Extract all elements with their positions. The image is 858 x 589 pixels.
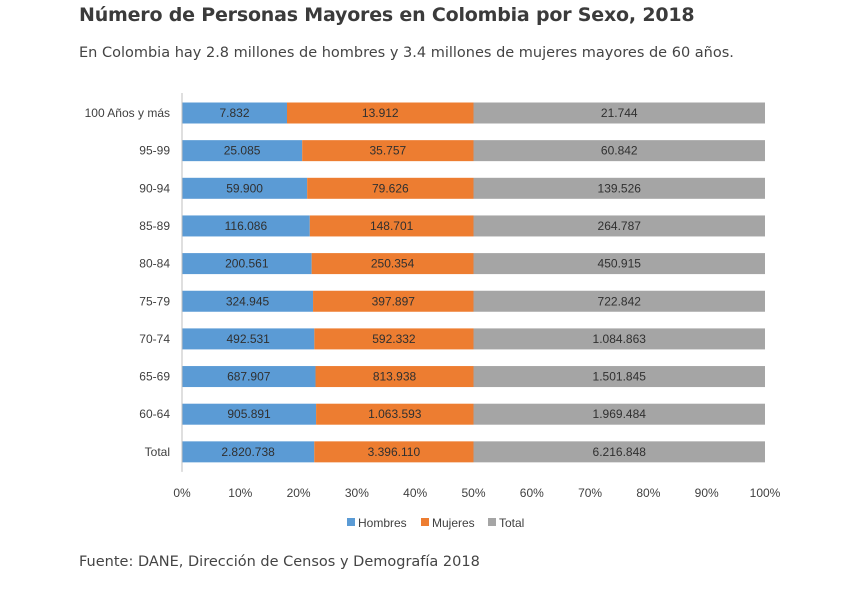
data-label-total: 1.969.484 [593, 407, 647, 421]
data-label-mujeres: 397.897 [372, 294, 416, 308]
bar-mujeres [286, 102, 474, 124]
bar-total [473, 403, 765, 425]
bar-hombres [182, 140, 303, 162]
bar-total [473, 102, 765, 124]
legend-swatch-hombres [347, 518, 355, 526]
data-label-hombres: 116.086 [225, 219, 268, 233]
category-label: 70-74 [139, 332, 170, 346]
bar-hombres [182, 403, 317, 425]
data-label-hombres: 2.820.738 [221, 445, 275, 459]
data-label-mujeres: 35.757 [369, 144, 406, 158]
bar-mujeres [313, 290, 474, 312]
legend-swatch-total [488, 518, 496, 526]
x-tick-label: 100% [750, 486, 781, 500]
data-label-total: 6.216.848 [593, 445, 647, 459]
data-label-total: 139.526 [598, 181, 642, 195]
x-axis-ticks: 0% 10% 20% 30% 40% 50% 60% 70% 80% 90% 100% [173, 486, 780, 500]
bar-total [473, 290, 765, 312]
bar-mujeres [314, 441, 474, 463]
bar-hombres [182, 290, 314, 312]
data-label-hombres: 25.085 [224, 144, 261, 158]
data-label-hombres: 905.891 [227, 407, 271, 421]
data-label-hombres: 492.531 [226, 332, 270, 346]
bar-mujeres [315, 366, 474, 388]
data-label-total: 21.744 [601, 106, 638, 120]
bar-mujeres [302, 140, 474, 162]
bar-total [473, 253, 765, 275]
legend: Hombres Mujeres Total [347, 516, 524, 530]
data-label-total: 60.842 [601, 144, 638, 158]
bar-mujeres [309, 215, 474, 237]
chart-subtitle: En Colombia hay 2.8 millones de hombres … [79, 45, 734, 61]
legend-label-hombres: Hombres [358, 516, 407, 530]
category-label: 75-79 [139, 294, 170, 308]
data-label-total: 1.084.863 [593, 332, 647, 346]
x-tick-label: 50% [461, 486, 485, 500]
data-label-total: 1.501.845 [593, 370, 647, 384]
category-label: 90-94 [139, 181, 170, 195]
bar-hombres [182, 177, 308, 199]
data-label-hombres: 687.907 [227, 370, 271, 384]
data-label-hombres: 59.900 [226, 181, 263, 195]
data-label-hombres: 7.832 [219, 106, 249, 120]
category-label: Total [145, 445, 170, 459]
data-label-mujeres: 1.063.593 [368, 407, 422, 421]
x-tick-label: 0% [173, 486, 191, 500]
data-label-mujeres: 813.938 [373, 370, 417, 384]
bar-hombres [182, 366, 316, 388]
bar-total [473, 441, 765, 463]
value-labels: 7.832 13.912 21.744 25.085 35.757 60.842 59.90… [219, 106, 646, 459]
x-tick-label: 40% [403, 486, 427, 500]
bar-hombres [182, 253, 312, 275]
x-tick-label: 20% [287, 486, 311, 500]
x-tick-label: 60% [520, 486, 544, 500]
category-label: 65-69 [139, 370, 170, 384]
category-label: 95-99 [139, 144, 170, 158]
x-tick-label: 30% [345, 486, 369, 500]
chart-title: Número de Personas Mayores en Colombia p… [79, 4, 695, 26]
category-label: 80-84 [139, 257, 170, 271]
data-label-total: 450.915 [598, 257, 642, 271]
category-label: 85-89 [139, 219, 170, 233]
bar-total [473, 366, 765, 388]
bar-total [473, 140, 765, 162]
x-tick-label: 70% [578, 486, 602, 500]
bars [182, 102, 765, 463]
bar-total [473, 177, 765, 199]
data-label-total: 264.787 [598, 219, 642, 233]
bar-hombres [182, 328, 315, 350]
data-label-mujeres: 592.332 [372, 332, 416, 346]
bar-mujeres [316, 403, 474, 425]
data-label-hombres: 324.945 [226, 294, 270, 308]
data-label-mujeres: 13.912 [362, 106, 399, 120]
category-label: 100 Años y más [85, 106, 170, 120]
bar-hombres [182, 441, 315, 463]
x-tick-label: 10% [228, 486, 252, 500]
legend-label-mujeres: Mujeres [432, 516, 475, 530]
x-tick-label: 90% [695, 486, 719, 500]
x-tick-label: 80% [636, 486, 660, 500]
legend-swatch-mujeres [421, 518, 429, 526]
legend-label-total: Total [499, 516, 524, 530]
category-labels: 100 Años y más 95-99 90-94 85-89 80-84 75-79 7… [85, 106, 171, 459]
data-label-total: 722.842 [598, 294, 642, 308]
data-label-mujeres: 3.396.110 [368, 445, 421, 459]
source-note: Fuente: DANE, Dirección de Censos y Demo… [79, 554, 480, 570]
bar-total [473, 215, 765, 237]
category-label: 60-64 [139, 407, 170, 421]
data-label-mujeres: 79.626 [372, 181, 409, 195]
bar-hombres [182, 102, 287, 124]
bar-mujeres [314, 328, 474, 350]
data-label-hombres: 200.561 [225, 257, 269, 271]
data-label-mujeres: 148.701 [370, 219, 414, 233]
bar-mujeres [311, 253, 474, 275]
bar-total [473, 328, 765, 350]
bar-mujeres [307, 177, 474, 199]
bar-hombres [182, 215, 310, 237]
data-label-mujeres: 250.354 [371, 257, 415, 271]
